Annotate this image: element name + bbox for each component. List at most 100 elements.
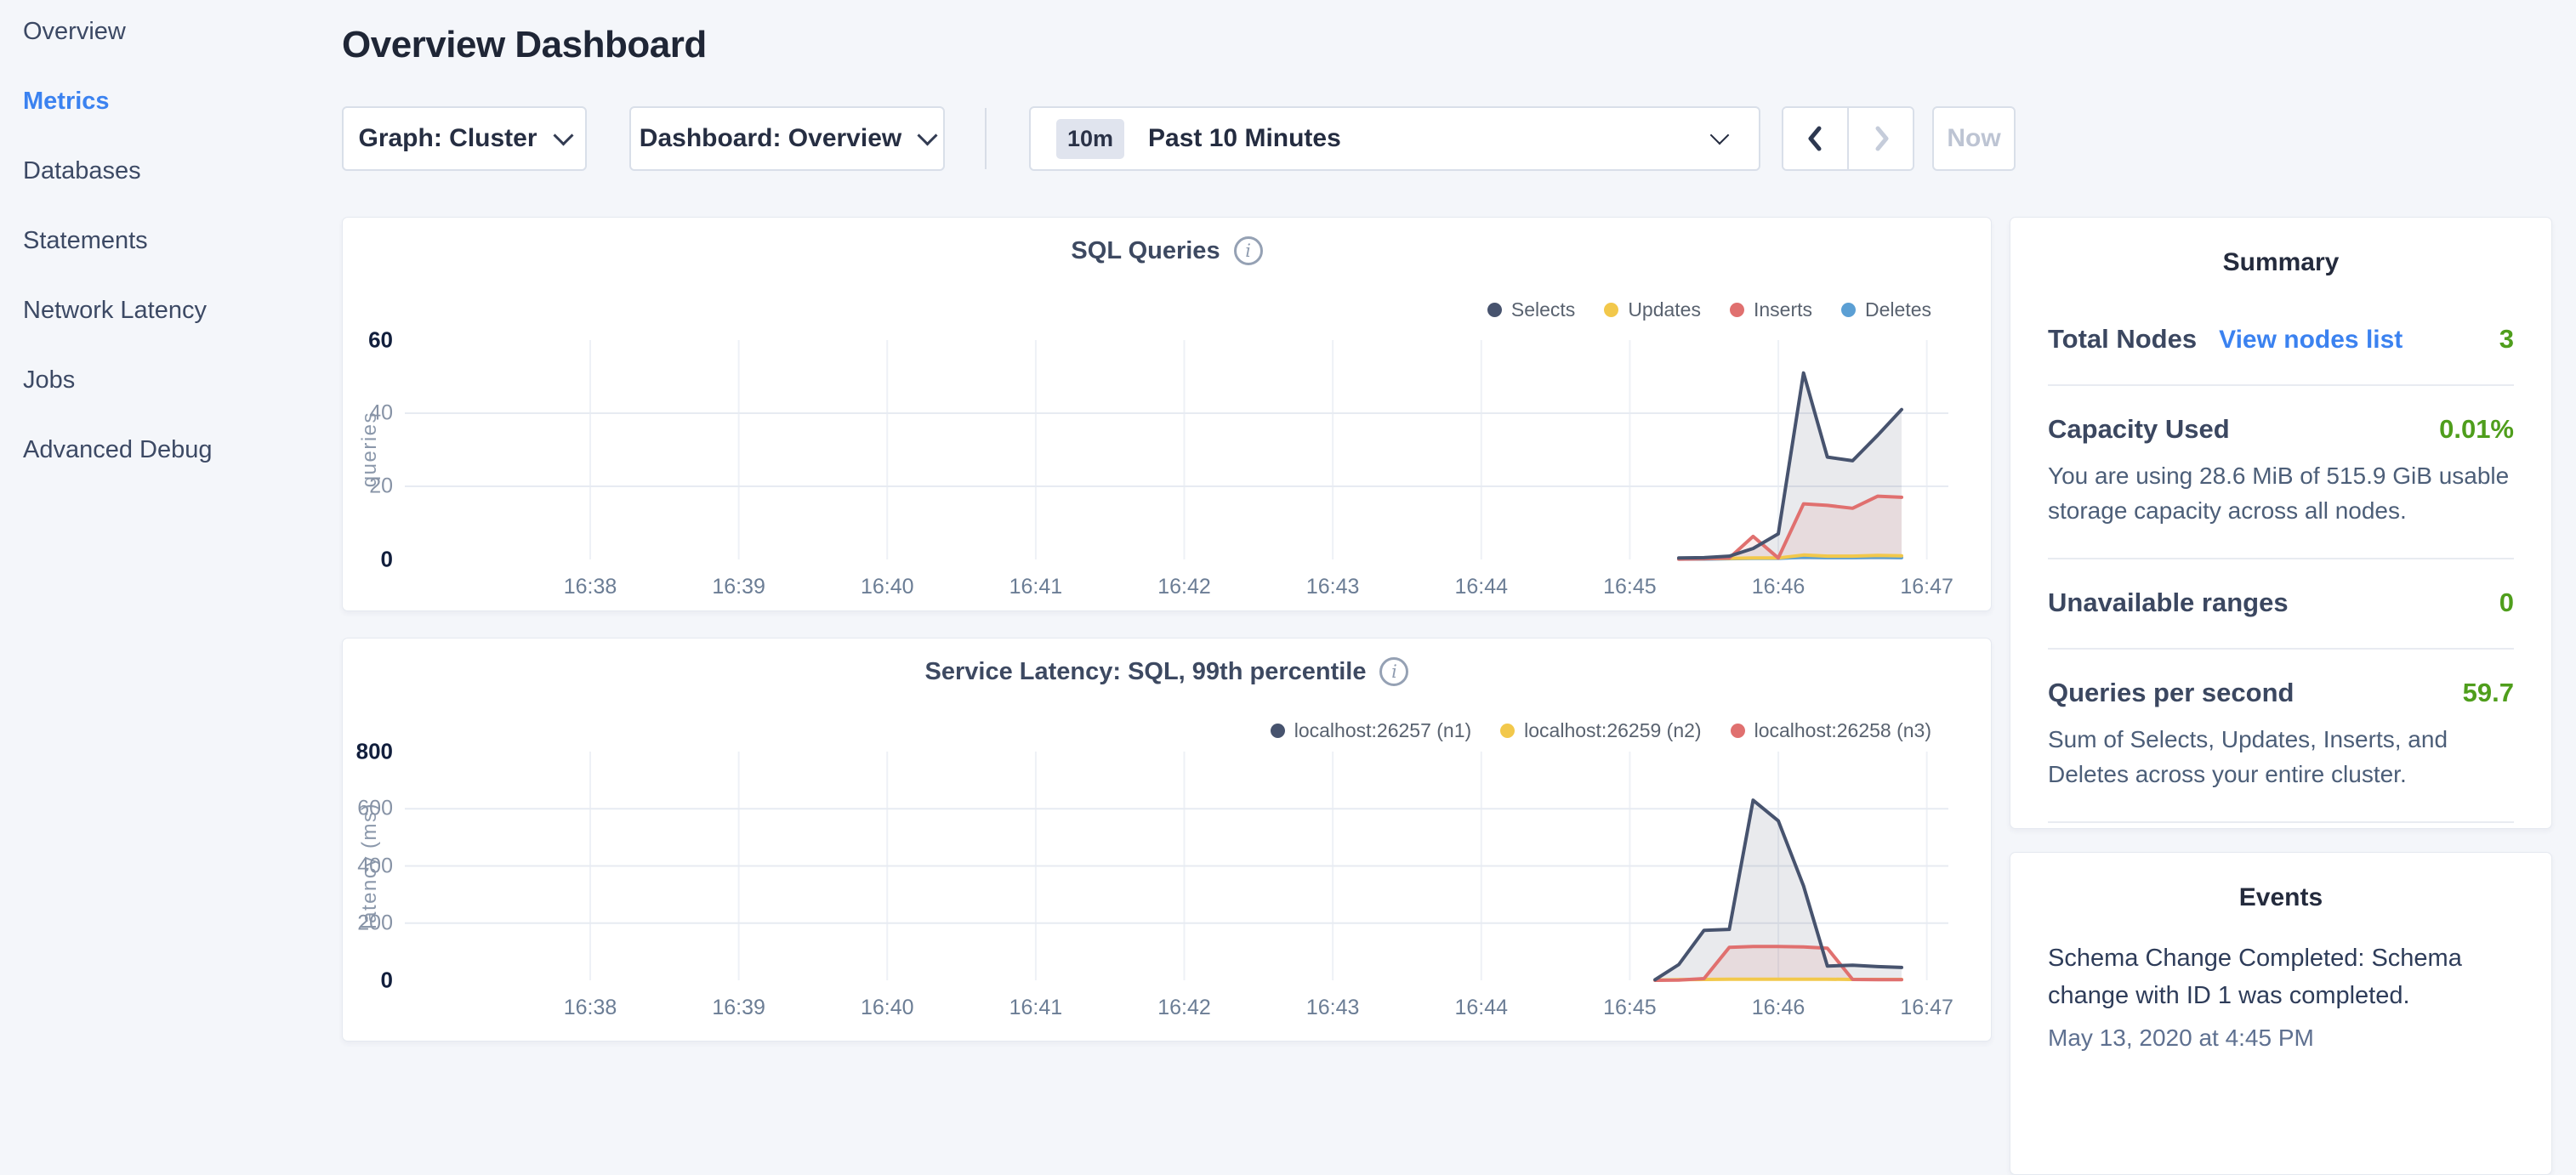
summary-rows: Total Nodes View nodes list 3 Capacity Used… bbox=[2048, 296, 2514, 911]
legend-dot-icon bbox=[1841, 303, 1857, 317]
y-tick-label: 0 bbox=[380, 546, 393, 572]
x-tick-label: 16:43 bbox=[1305, 575, 1360, 599]
x-tick-label: 16:42 bbox=[1157, 575, 1211, 599]
legend-label: Inserts bbox=[1753, 298, 1813, 321]
view-nodes-link[interactable]: View nodes list bbox=[2219, 326, 2403, 354]
chevron-down-icon bbox=[1709, 125, 1730, 145]
toolbar-divider bbox=[985, 108, 987, 169]
x-tick-label: 16:38 bbox=[563, 996, 617, 1019]
chevron-left-icon bbox=[1808, 126, 1821, 151]
sidebar-item-network-latency[interactable]: Network Latency bbox=[23, 296, 207, 324]
x-tick-label: 16:46 bbox=[1751, 996, 1805, 1019]
summary-row-capacity-used: Capacity Used 0.01% You are using 28.6 MiB… bbox=[2048, 384, 2514, 558]
y-tick-label: 20 bbox=[369, 474, 393, 498]
graph-selector-label: Graph: Cluster bbox=[358, 124, 537, 152]
x-tick-label: 16:41 bbox=[1009, 575, 1063, 599]
sidebar-item-databases[interactable]: Databases bbox=[23, 156, 141, 184]
legend-dot-icon bbox=[1729, 303, 1744, 317]
graph-selector-dropdown[interactable]: Graph: Cluster bbox=[342, 106, 587, 171]
x-tick-label: 16:44 bbox=[1454, 575, 1509, 599]
sidebar-item-jobs[interactable]: Jobs bbox=[23, 366, 76, 394]
x-tick-label: 16:39 bbox=[712, 575, 765, 599]
summary-row-unavailable-ranges: Unavailable ranges 0 bbox=[2048, 558, 2514, 648]
y-tick-label: 600 bbox=[357, 796, 393, 820]
time-window-label: Past 10 Minutes bbox=[1148, 124, 1341, 152]
sidebar-item-overview[interactable]: Overview bbox=[23, 17, 126, 45]
legend-item-localhost-26257-n1[interactable]: localhost:26257 (n1) bbox=[1270, 719, 1472, 742]
now-button[interactable]: Now bbox=[1932, 106, 2016, 171]
summary-row-value: 0 bbox=[2499, 588, 2514, 617]
chart-legend: localhost:26257 (n1) localhost:26259 (n2)… bbox=[1270, 719, 1931, 742]
summary-panel: Summary Total Nodes View nodes list 3 Capac… bbox=[2010, 217, 2552, 881]
time-range-selector[interactable]: 10m Past 10 Minutes bbox=[1029, 106, 1760, 171]
time-window-badge: 10m bbox=[1056, 118, 1125, 159]
info-icon[interactable]: i bbox=[1379, 657, 1409, 686]
events-list: Schema Change Completed: Schema change w… bbox=[2048, 939, 2514, 1052]
dashboard-selector-dropdown[interactable]: Dashboard: Overview bbox=[629, 106, 945, 171]
series-area-inserts bbox=[1679, 496, 1902, 559]
legend-item-deletes[interactable]: Deletes bbox=[1841, 298, 1931, 321]
legend-item-selects[interactable]: Selects bbox=[1487, 298, 1575, 321]
x-tick-label: 16:40 bbox=[860, 575, 914, 599]
event-text: Schema Change Completed: Schema change w… bbox=[2048, 945, 2462, 1009]
x-tick-label: 16:45 bbox=[1603, 996, 1657, 1019]
summary-row-top: Unavailable ranges 0 bbox=[2048, 588, 2514, 618]
page-title: Overview Dashboard bbox=[342, 24, 707, 65]
y-tick-label: 40 bbox=[369, 400, 393, 425]
chart-title: SQL Queries bbox=[1071, 236, 1220, 264]
time-step-buttons bbox=[1782, 106, 1914, 171]
dashboard-selector-label: Dashboard: Overview bbox=[639, 124, 902, 152]
summary-row-total-nodes: Total Nodes View nodes list 3 bbox=[2048, 296, 2514, 384]
summary-row-label: Capacity Used bbox=[2048, 414, 2230, 444]
event-item[interactable]: Schema Change Completed: Schema change w… bbox=[2048, 939, 2514, 1052]
y-tick-label: 0 bbox=[380, 967, 393, 993]
sql-queries-plot[interactable] bbox=[343, 218, 1991, 610]
legend-dot-icon bbox=[1604, 303, 1619, 317]
legend-item-localhost-26258-n3[interactable]: localhost:26258 (n3) bbox=[1730, 719, 1931, 742]
y-tick-label: 60 bbox=[368, 326, 393, 353]
summary-row-value: 3 bbox=[2499, 324, 2514, 354]
x-tick-label: 16:38 bbox=[563, 575, 617, 599]
x-tick-label: 16:45 bbox=[1603, 575, 1657, 599]
chevron-down-icon bbox=[917, 124, 938, 146]
events-title: Events bbox=[2238, 883, 2323, 911]
legend-item-updates[interactable]: Updates bbox=[1604, 298, 1701, 321]
legend-item-inserts[interactable]: Inserts bbox=[1729, 298, 1813, 321]
chevron-down-icon bbox=[552, 124, 574, 146]
series-area-localhost-26258-n3 bbox=[1655, 946, 1902, 980]
summary-row-value: 0.01% bbox=[2439, 414, 2514, 444]
y-tick-label: 400 bbox=[357, 854, 393, 877]
time-back-button[interactable] bbox=[1783, 108, 1847, 169]
info-icon[interactable]: i bbox=[1233, 236, 1263, 265]
x-tick-label: 16:46 bbox=[1751, 575, 1805, 599]
service-latency-plot[interactable] bbox=[343, 639, 1991, 1041]
y-tick-label: 200 bbox=[357, 911, 393, 935]
legend-label: localhost:26257 (n1) bbox=[1294, 719, 1472, 741]
series-area-localhost-26257-n1 bbox=[1655, 800, 1902, 980]
sidebar-item-advanced-debug[interactable]: Advanced Debug bbox=[23, 435, 213, 463]
x-tick-label: 16:39 bbox=[712, 996, 765, 1019]
x-tick-label: 16:43 bbox=[1305, 996, 1360, 1019]
events-panel: Events Schema Change Completed: Schema c… bbox=[2010, 852, 2552, 1175]
legend-label: localhost:26258 (n3) bbox=[1754, 719, 1931, 741]
legend-dot-icon bbox=[1270, 724, 1285, 738]
summary-row-top: Capacity Used 0.01% bbox=[2048, 414, 2514, 445]
sidebar-item-metrics[interactable]: Metrics bbox=[23, 87, 110, 115]
time-forward-button[interactable] bbox=[1847, 108, 1913, 169]
legend-label: Selects bbox=[1510, 298, 1576, 321]
legend-dot-icon bbox=[1487, 303, 1502, 317]
summary-row-label: Total Nodes bbox=[2048, 324, 2198, 354]
summary-row-queries-per-second: Queries per second 59.7 Sum of Selects, Up… bbox=[2048, 648, 2514, 821]
legend-dot-icon bbox=[1730, 724, 1745, 738]
legend-dot-icon bbox=[1500, 724, 1515, 738]
sql-queries-chart-card: SQL Queries i Selects Updates Inserts Delet… bbox=[342, 217, 1992, 611]
legend-label: localhost:26259 (n2) bbox=[1524, 719, 1702, 741]
summary-row-description: You are using 28.6 MiB of 515.9 GiB usab… bbox=[2048, 463, 2510, 524]
sidebar-item-statements[interactable]: Statements bbox=[23, 226, 148, 254]
y-tick-label: 800 bbox=[355, 738, 393, 764]
series-line-localhost-26257-n1 bbox=[1653, 798, 1903, 982]
legend-item-localhost-26259-n2[interactable]: localhost:26259 (n2) bbox=[1500, 719, 1702, 742]
summary-row-top: Queries per second 59.7 bbox=[2048, 678, 2514, 708]
chart-legend: Selects Updates Inserts Deletes bbox=[1487, 298, 1931, 321]
legend-label: Deletes bbox=[1865, 298, 1931, 321]
